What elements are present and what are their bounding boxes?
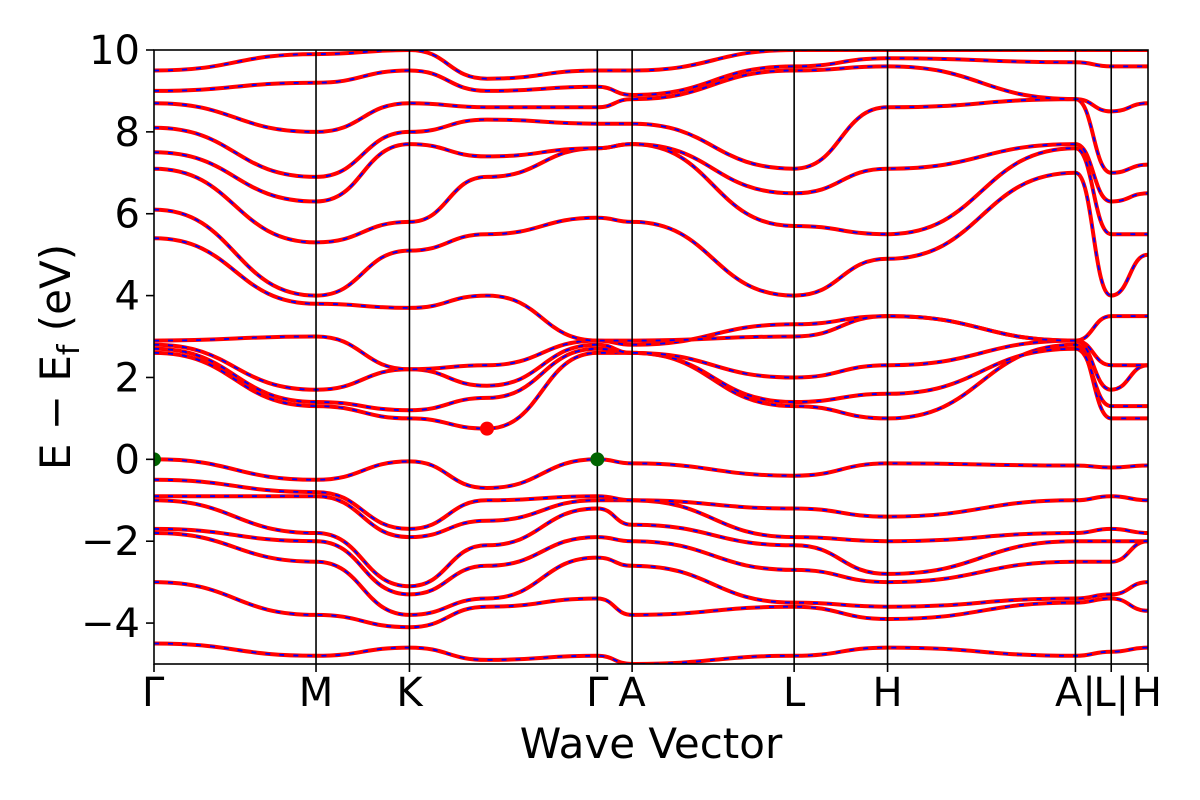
- band-13-overlay: [154, 237, 1148, 342]
- y-tick-label-5: 6: [115, 192, 140, 238]
- band-13-main: [154, 236, 1148, 343]
- band-15-main: [154, 142, 1148, 245]
- band-17-overlay: [154, 98, 1148, 178]
- band-17-main: [154, 97, 1148, 179]
- band-7-main: [154, 477, 1148, 531]
- y-tick-label-6: 8: [115, 110, 140, 156]
- band-8-main: [154, 457, 1148, 491]
- kpoint-lines: [315, 50, 1113, 664]
- band-10-main: [154, 346, 1148, 413]
- band-2-main: [154, 580, 1148, 630]
- band-14-overlay: [154, 171, 1148, 297]
- y-tick-label-0: −4: [81, 601, 140, 647]
- x-tick-label-2: K: [396, 670, 424, 716]
- y-axis-label-main: E − E: [31, 355, 80, 470]
- x-tick-label-8: L|: [1093, 670, 1129, 716]
- bands-layer: [154, 50, 1148, 664]
- band-15-overlay: [154, 143, 1148, 244]
- plot-frame: [153, 49, 1149, 665]
- y-tick-label-7: 10: [89, 28, 140, 74]
- band-9-overlay: [154, 343, 1148, 430]
- y-tick-label-1: −2: [81, 519, 140, 565]
- x-tick-label-9: H: [1132, 670, 1162, 716]
- vbm-marker-2: [590, 452, 605, 467]
- cbm-marker-3: [479, 421, 494, 436]
- x-tick-label-3: Γ: [586, 670, 609, 716]
- band-2-overlay: [154, 581, 1148, 629]
- band-9-main: [154, 342, 1148, 431]
- x-axis-label: Wave Vector: [520, 719, 783, 768]
- y-tick-label-3: 2: [115, 355, 140, 401]
- band-3-overlay: [154, 532, 1148, 616]
- y-axis-ticks: −4 −2 0 2 4 6 8 10: [81, 28, 154, 647]
- y-tick-label-4: 4: [115, 274, 140, 320]
- extrema-markers: [154, 421, 605, 467]
- y-axis-label-subscript: f: [52, 343, 87, 355]
- y-axis-label: E − Ef (eV): [31, 244, 87, 470]
- x-tick-label-7: A|: [1055, 670, 1096, 716]
- band-16-main: [154, 142, 1148, 204]
- band-1-main: [154, 641, 1148, 664]
- band-14-main: [154, 170, 1148, 298]
- x-tick-label-6: H: [873, 670, 903, 716]
- band-18-overlay: [154, 65, 1148, 133]
- x-tick-label-4: A: [618, 670, 646, 716]
- band-5-overlay: [154, 499, 1148, 588]
- x-axis-ticks: Γ M K Γ A L H A|L| H: [142, 664, 1162, 716]
- y-tick-label-2: 0: [115, 437, 140, 483]
- y-axis-label-unit: (eV): [31, 244, 80, 345]
- vbm-marker-1: [154, 452, 161, 467]
- band-20-main: [154, 50, 1148, 81]
- x-tick-label-0: Γ: [142, 670, 165, 716]
- x-tick-label-1: M: [299, 670, 334, 716]
- band-3-main: [154, 531, 1148, 617]
- x-tick-label-5: L: [783, 670, 806, 716]
